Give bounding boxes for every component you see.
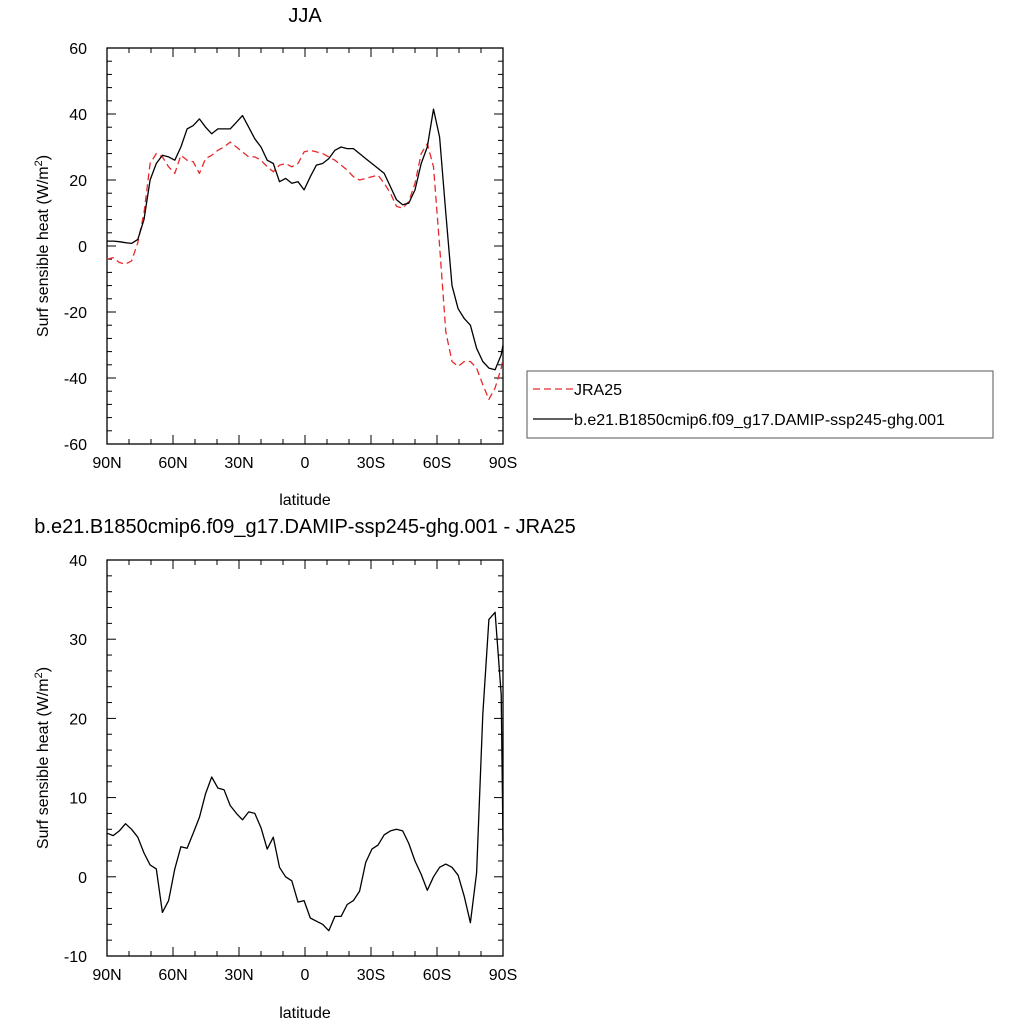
bottom-y-axis-label: Surf sensible heat (W/m2) bbox=[33, 667, 52, 849]
x-tick-label: 90N bbox=[92, 455, 121, 472]
series-line-b-e21-b1850cmip6-f09-g17-damip-ssp245-ghg-001 bbox=[107, 108, 504, 371]
y-tick-label: 40 bbox=[69, 553, 87, 570]
x-tick-label: 60S bbox=[423, 455, 451, 472]
x-tick-label: 90N bbox=[92, 967, 121, 984]
top-panel-title: JJA bbox=[288, 5, 322, 27]
y-tick-label: 30 bbox=[69, 632, 87, 649]
x-tick-label: 0 bbox=[301, 455, 310, 472]
bottom-x-axis-label: latitude bbox=[279, 1005, 331, 1022]
bottom-panel: b.e21.B1850cmip6.f09_g17.DAMIP-ssp245-gh… bbox=[33, 516, 576, 1022]
y-tick-label: -40 bbox=[64, 371, 87, 388]
y-tick-label: 40 bbox=[69, 107, 87, 124]
top-axis-ticks bbox=[106, 47, 504, 445]
y-tick-label: 20 bbox=[69, 711, 87, 728]
legend: JRA25 b.e21.B1850cmip6.f09_g17.DAMIP-ssp… bbox=[526, 370, 994, 439]
bottom-x-tick-labels: 90N 60N 30N 0 30S 60S 90S bbox=[92, 967, 517, 984]
legend-label-model: b.e21.B1850cmip6.f09_g17.DAMIP-ssp245-gh… bbox=[574, 412, 945, 429]
x-tick-label: 60S bbox=[423, 967, 451, 984]
x-tick-label: 60N bbox=[158, 967, 187, 984]
y-tick-label: -60 bbox=[64, 437, 87, 454]
top-panel: JJA 90N 60N 30N 0 30S 60S 90S -60 -40 -20 0 20 40 60… bbox=[33, 5, 994, 509]
top-x-axis-label: latitude bbox=[279, 492, 331, 509]
top-y-axis-label: Surf sensible heat (W/m2) bbox=[33, 155, 52, 337]
top-plot-frame bbox=[106, 47, 504, 445]
x-tick-label: 60N bbox=[158, 455, 187, 472]
series-line-jra25 bbox=[106, 141, 504, 401]
x-tick-label: 30N bbox=[224, 455, 253, 472]
x-tick-label: 0 bbox=[301, 967, 310, 984]
legend-box bbox=[526, 370, 994, 439]
y-tick-label: 0 bbox=[78, 239, 87, 256]
x-tick-label: 30N bbox=[224, 967, 253, 984]
bottom-y-tick-labels: -10 0 10 20 30 40 bbox=[64, 553, 87, 966]
series-line-difference bbox=[106, 611, 504, 932]
bottom-plot-frame bbox=[106, 559, 504, 957]
bottom-axis-ticks bbox=[106, 559, 504, 957]
x-tick-label: 90S bbox=[489, 967, 517, 984]
y-tick-label: -20 bbox=[64, 305, 87, 322]
x-tick-label: 30S bbox=[357, 455, 385, 472]
x-tick-label: 30S bbox=[357, 967, 385, 984]
bottom-series-lines bbox=[106, 611, 504, 932]
top-series-lines bbox=[106, 108, 504, 401]
bottom-panel-title: b.e21.B1850cmip6.f09_g17.DAMIP-ssp245-gh… bbox=[34, 516, 575, 538]
top-y-tick-labels: -60 -40 -20 0 20 40 60 bbox=[64, 41, 87, 454]
top-x-tick-labels: 90N 60N 30N 0 30S 60S 90S bbox=[92, 455, 517, 472]
y-tick-label: 20 bbox=[69, 173, 87, 190]
x-tick-label: 90S bbox=[489, 455, 517, 472]
y-tick-label: 60 bbox=[69, 41, 87, 58]
legend-label-jra25: JRA25 bbox=[574, 382, 622, 399]
y-tick-label: 10 bbox=[69, 791, 87, 808]
y-tick-label: 0 bbox=[78, 870, 87, 887]
y-tick-label: -10 bbox=[64, 949, 87, 966]
